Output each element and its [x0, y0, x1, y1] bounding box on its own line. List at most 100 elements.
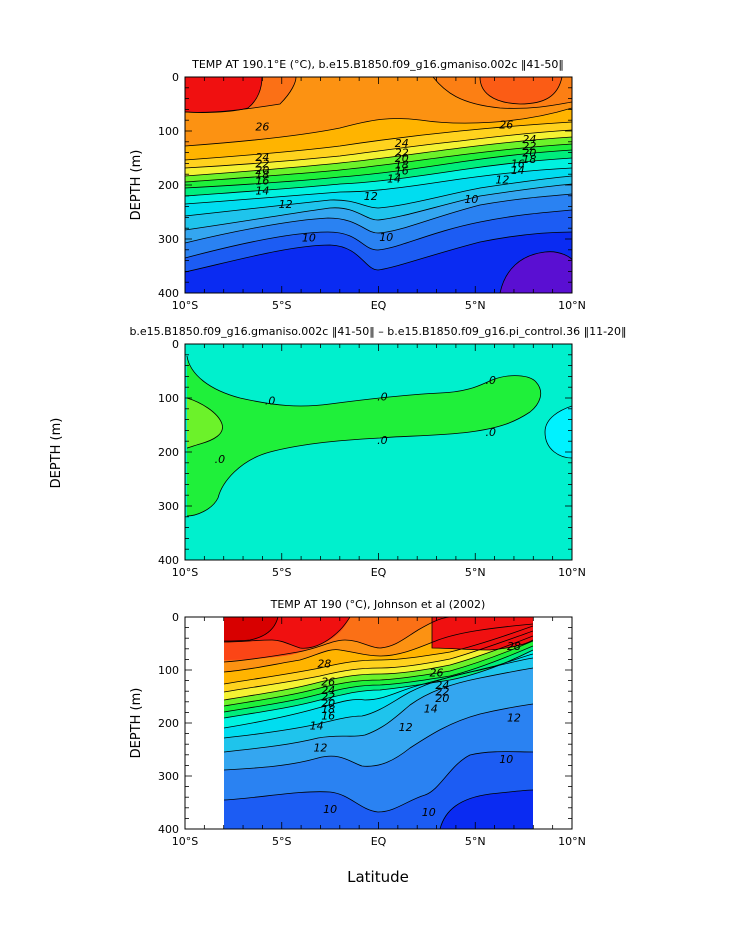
contour-label: 26	[321, 676, 335, 689]
contour-label: .0	[485, 426, 496, 439]
panel-3: TEMP AT 190 (°C), Johnson et al (2002)	[158, 598, 586, 848]
x-tick-label: 5°N	[465, 566, 486, 579]
x-tick-label: EQ	[371, 566, 387, 579]
contour-label: 10	[499, 753, 513, 766]
panel-1-title: TEMP AT 190.1°E (°C), b.e15.B1850.f09_g1…	[191, 58, 564, 71]
contour-label: 26	[255, 121, 269, 134]
x-tick-label: 10°N	[558, 566, 586, 579]
contour-label: 16	[395, 164, 409, 177]
contour-label: 18	[321, 703, 335, 716]
contour-label: 12	[507, 712, 521, 725]
contour-label: 22	[395, 147, 409, 160]
contour-label: .0	[377, 390, 388, 403]
contour-label: 12	[364, 190, 378, 203]
contour-label: 22	[522, 140, 536, 153]
x-tick-label: EQ	[371, 299, 387, 312]
y-tick-label: 300	[158, 233, 179, 246]
contour-label: 26	[430, 667, 444, 680]
x-tick-label: 10°N	[558, 835, 586, 848]
contour-label: 20	[395, 152, 409, 165]
contour-label: 12	[313, 741, 327, 754]
panel-3-title: TEMP AT 190 (°C), Johnson et al (2002)	[270, 598, 486, 611]
y-tick-label: 400	[158, 287, 179, 300]
panel-2-contour-labels: .0 .0 .0 .0 .0 .0	[215, 374, 496, 466]
contour-lines	[224, 617, 533, 829]
band-fill	[500, 251, 572, 293]
y-tick-label: 200	[158, 717, 179, 730]
contour-label: .0	[377, 434, 388, 447]
contour-label: 14	[424, 703, 438, 716]
x-tick-label: 10°S	[172, 566, 198, 579]
panel-3-ticks: 10°S 5°S EQ 5°N 10°N 0 100 200 300 400	[158, 611, 586, 848]
band-fill	[185, 232, 572, 293]
y-tick-label: 100	[158, 664, 179, 677]
x-axis-label: Latitude	[347, 868, 409, 886]
contour-label: .0	[485, 374, 496, 387]
contour-label: 14	[310, 720, 324, 733]
contour-label: 10	[323, 803, 337, 816]
y-tick-label: 400	[158, 823, 179, 836]
contour-label: 24	[255, 151, 269, 164]
panel-1-contour-fill: 2624222018161412102422201816141210262422…	[185, 77, 572, 293]
x-tick-label: 5°S	[272, 835, 291, 848]
panel-2-title: b.e15.B1850.f09_g16.gmaniso.002c ‖41-50‖…	[129, 325, 626, 338]
x-tick-label: 5°N	[465, 835, 486, 848]
panel-1-contour-labels: 2624222018161412102422201816141210262422…	[255, 119, 536, 245]
x-tick-label: 5°N	[465, 299, 486, 312]
band-fill	[224, 617, 278, 641]
panel-1: TEMP AT 190.1°E (°C), b.e15.B1850.f09_g1…	[158, 58, 586, 312]
contour-label: 28	[317, 658, 331, 671]
contour-label: 20	[321, 697, 335, 710]
contour-label: .0	[215, 453, 226, 466]
contour-label: 26	[499, 119, 513, 132]
contour-label: 10	[464, 193, 478, 206]
contour-label: 24	[522, 133, 536, 146]
contour-label: 22	[435, 686, 449, 699]
band-fill	[545, 406, 572, 458]
y-tick-label: 0	[172, 611, 179, 624]
contour-label: 16	[321, 710, 335, 723]
contour-label: 12	[495, 174, 509, 187]
contour-label: 24	[435, 679, 449, 692]
panel-2-ticks: 10°S 5°S EQ 5°N 10°N 0 100 200 300 400	[158, 338, 586, 579]
contour-label: 22	[255, 157, 269, 170]
x-tick-label: 10°N	[558, 299, 586, 312]
panel-2-contour-fill: .0 .0 .0 .0 .0 .0	[185, 344, 572, 560]
contour-label: 16	[255, 175, 269, 188]
contour-label: 12	[279, 198, 293, 211]
panel-2: b.e15.B1850.f09_g16.gmaniso.002c ‖41-50‖…	[129, 325, 626, 579]
panel-1-ylabel: DEPTH (m)	[129, 150, 144, 221]
band-fill	[432, 617, 533, 650]
contour-label: 24	[395, 137, 409, 150]
y-tick-label: 100	[158, 392, 179, 405]
contour-label: 14	[387, 173, 401, 186]
contour-label: 18	[522, 153, 536, 166]
contour-label: 20	[522, 147, 536, 160]
contour-label: 14	[511, 164, 525, 177]
contour-label: 28	[507, 640, 521, 653]
y-tick-label: 300	[158, 770, 179, 783]
x-tick-label: EQ	[371, 835, 387, 848]
band-fill	[185, 77, 262, 113]
band-fill	[440, 790, 533, 829]
contour-label: 24	[321, 684, 335, 697]
band-fill	[187, 356, 541, 516]
contour-label: 10	[302, 231, 316, 244]
y-tick-label: 0	[172, 338, 179, 351]
contour-label: 10	[422, 806, 436, 819]
contour-label: 20	[255, 164, 269, 177]
x-tick-label: 5°S	[272, 299, 291, 312]
panel-1-ticks: 10°S 5°S EQ 5°N 10°N 0 100 200 300 400	[158, 71, 586, 312]
contour-label: 22	[321, 691, 335, 704]
y-tick-label: 400	[158, 554, 179, 567]
y-tick-label: 200	[158, 446, 179, 459]
band-fill	[187, 398, 223, 448]
contour-label: 18	[255, 169, 269, 182]
x-tick-label: 5°S	[272, 566, 291, 579]
contour-label: 20	[435, 692, 449, 705]
contour-label: 16	[511, 157, 525, 170]
y-tick-label: 200	[158, 179, 179, 192]
